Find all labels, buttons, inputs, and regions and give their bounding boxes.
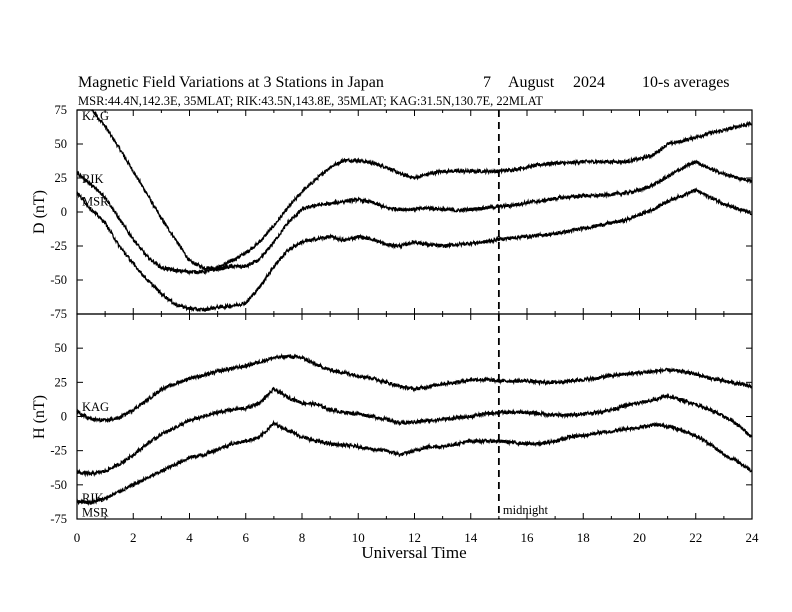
x-tick-label: 22 <box>689 530 702 545</box>
y-tick-label: -75 <box>50 512 67 526</box>
series-line-msr-top <box>76 187 753 313</box>
bottom-panel-frame <box>76 313 753 520</box>
series-label-msr: MSR <box>82 194 109 208</box>
averaging-label: 10-s averages <box>642 74 730 91</box>
series-label-msr: MSR <box>82 506 109 520</box>
x-tick-label: 20 <box>633 530 646 545</box>
series-label-rik: RIK <box>82 172 104 186</box>
chart-title: Magnetic Field Variations at 3 Stations … <box>78 74 384 91</box>
x-tick-label: 0 <box>74 530 81 545</box>
y-tick-label: 50 <box>55 137 68 151</box>
series-label-rik: RIK <box>82 491 104 505</box>
series-line-kag-top <box>77 109 753 272</box>
x-tick-label: 10 <box>352 530 365 545</box>
x-tick-label: 14 <box>464 530 478 545</box>
y-tick-label: -50 <box>50 273 67 287</box>
x-tick-label: 24 <box>746 530 760 545</box>
y-tick-label: 0 <box>61 410 67 424</box>
series-line-kag-bottom <box>76 352 753 424</box>
stations-info: MSR:44.4N,142.3E, 35MLAT; RIK:43.5N,143.… <box>78 94 543 108</box>
bottom-y-axis-label: H (nT) <box>31 395 48 439</box>
date-day: 7 <box>483 74 491 91</box>
y-tick-label: 50 <box>55 341 68 355</box>
date-month: August <box>508 74 555 91</box>
x-tick-label: 18 <box>577 530 590 545</box>
top-y-axis-label: D (nT) <box>31 190 48 234</box>
y-tick-label: 75 <box>55 103 68 117</box>
series-line-msr-bottom <box>76 419 753 506</box>
y-tick-label: -25 <box>50 444 67 458</box>
x-tick-label: 4 <box>186 530 193 545</box>
y-tick-label: 0 <box>61 205 67 219</box>
y-tick-label: -25 <box>50 239 67 253</box>
y-tick-label: -50 <box>50 478 67 492</box>
y-tick-label: 25 <box>55 375 68 389</box>
x-tick-label: 8 <box>299 530 306 545</box>
series-line-rik-bottom <box>76 386 753 478</box>
x-axis-label: Universal Time <box>361 543 466 562</box>
y-tick-label: 25 <box>55 171 68 185</box>
x-tick-label: 12 <box>408 530 421 545</box>
midnight-label: midnight <box>503 503 549 517</box>
x-tick-label: 6 <box>243 530 250 545</box>
date-year: 2024 <box>573 74 605 91</box>
top-panel-series <box>76 109 753 313</box>
x-tick-label: 2 <box>130 530 137 545</box>
x-tick-label: 16 <box>521 530 535 545</box>
series-label-kag: KAG <box>82 109 109 123</box>
series-label-kag: KAG <box>82 400 109 414</box>
series-line-rik-top <box>76 159 753 276</box>
bottom-panel-series <box>76 352 753 506</box>
y-tick-label: -75 <box>50 307 67 321</box>
